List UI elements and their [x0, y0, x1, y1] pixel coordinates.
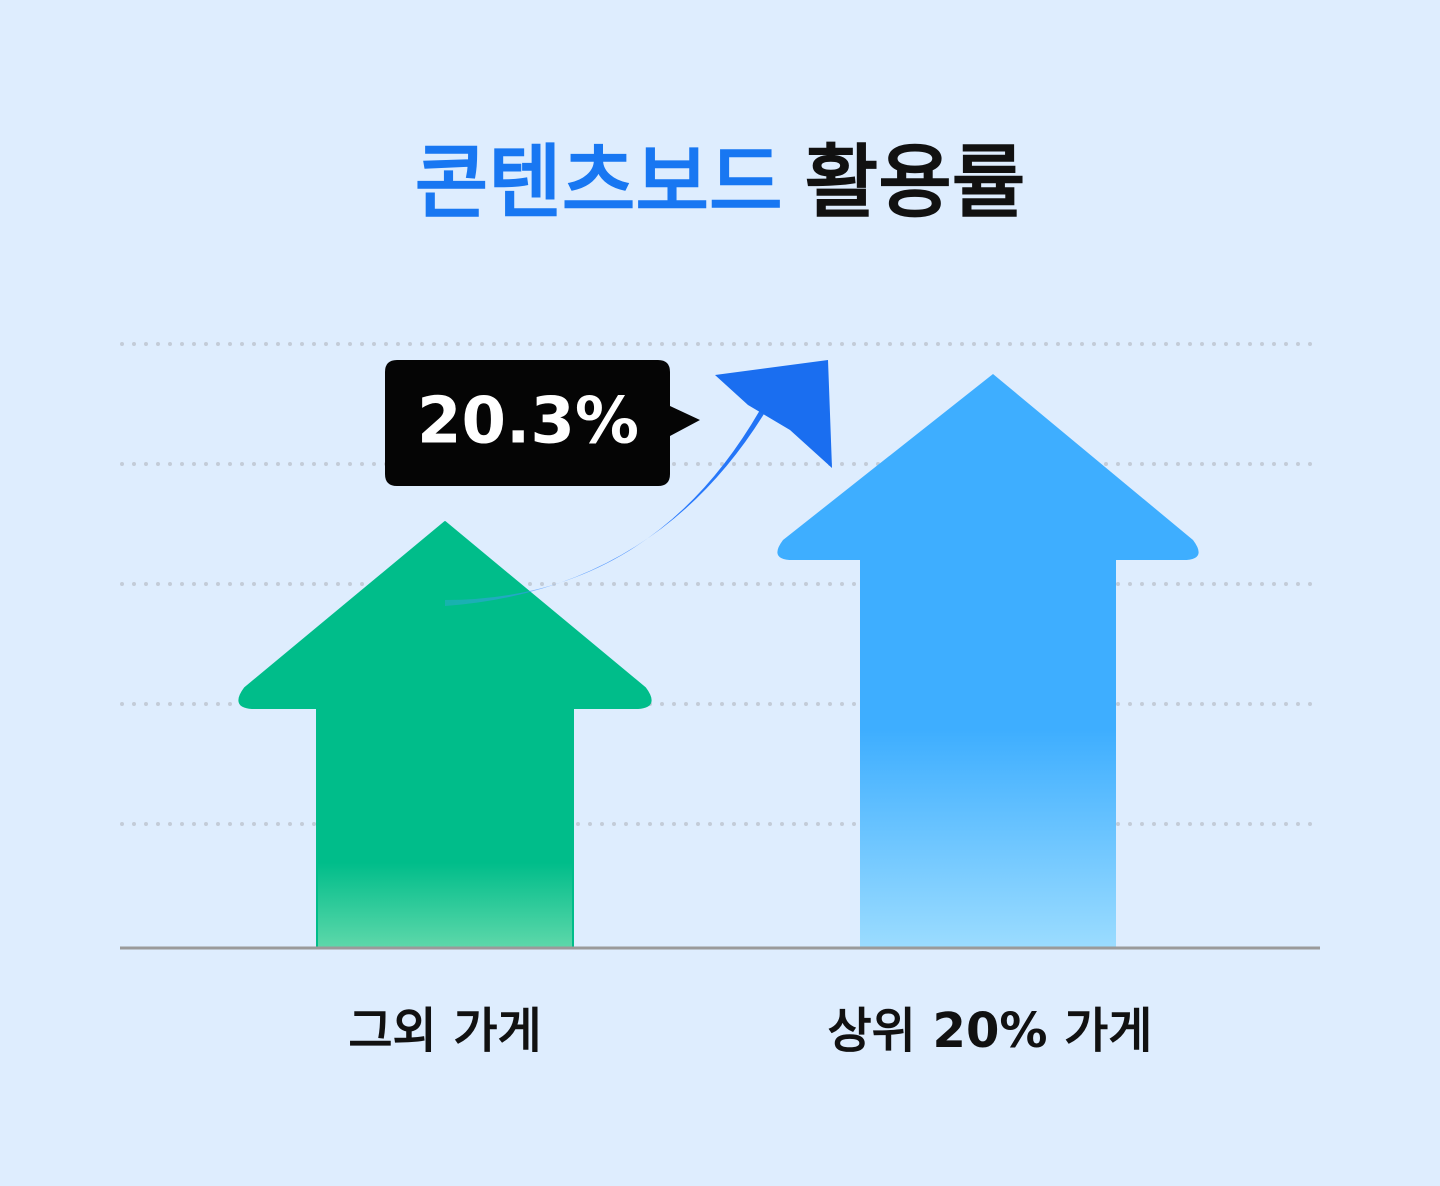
title-highlight: 콘텐츠보드	[415, 136, 783, 229]
guide-lines	[120, 342, 1320, 826]
badge	[385, 360, 700, 486]
title-rest: 활용률	[805, 136, 1026, 229]
category-label: 그외 가게	[348, 1003, 541, 1059]
growth-arrowhead	[715, 360, 832, 468]
badge-text: 20.3%	[417, 385, 639, 459]
blue-arrow	[777, 374, 1199, 948]
title: 콘텐츠보드 활용률	[415, 136, 1026, 229]
category-label: 상위 20% 가게	[828, 1003, 1153, 1059]
